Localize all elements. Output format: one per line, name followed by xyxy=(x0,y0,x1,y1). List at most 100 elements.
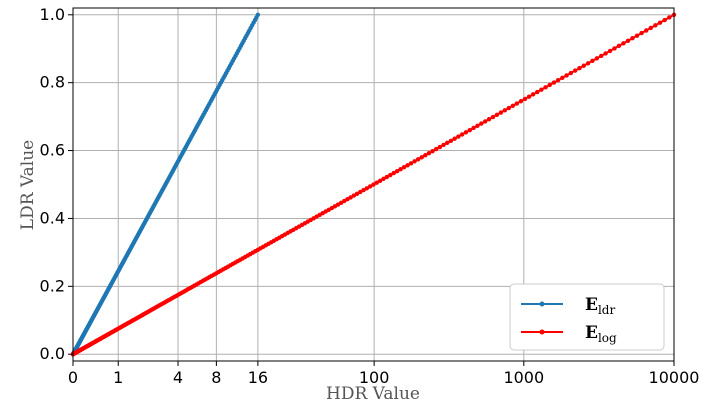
series-point-log xyxy=(577,65,582,71)
series-point-log xyxy=(667,15,672,20)
x-tick-label: 100 xyxy=(359,368,390,387)
legend-marker-log xyxy=(539,329,545,335)
legend-box xyxy=(509,283,665,351)
series-point-log xyxy=(381,176,386,182)
series-point-log xyxy=(498,110,504,115)
series-point-log xyxy=(490,114,496,120)
series-point-log xyxy=(560,75,565,81)
y-tick-label: 0.6 xyxy=(40,141,65,160)
series-point-log xyxy=(590,58,595,64)
series-point-log xyxy=(475,123,480,129)
series-point-log xyxy=(581,63,586,68)
series-point-log xyxy=(367,184,373,189)
series-point-log xyxy=(555,78,561,83)
series-point-log xyxy=(530,92,536,97)
series-point-log xyxy=(412,159,417,164)
series-point-log xyxy=(433,146,439,152)
series-point-log xyxy=(607,48,613,54)
series-point-log xyxy=(594,56,600,61)
series-point-log xyxy=(377,178,383,183)
legend-label-ldr-sub: ldr xyxy=(598,303,616,317)
series-point-log xyxy=(585,61,591,66)
series-point-log xyxy=(547,82,552,88)
series-point-log xyxy=(426,151,432,156)
series-point-log xyxy=(419,155,424,160)
series-point-log xyxy=(653,23,658,28)
series-point-log xyxy=(482,119,488,124)
series-point-log xyxy=(539,87,544,92)
series-point-log xyxy=(612,46,617,51)
x-tick-label: 0 xyxy=(68,368,78,387)
series-point-log xyxy=(388,172,393,178)
series-point-log xyxy=(361,187,366,193)
series-point-log xyxy=(394,168,400,174)
series-point-log xyxy=(437,144,443,150)
legend-label-log: Elog xyxy=(585,323,617,345)
legend: Eldr Elog xyxy=(509,283,665,351)
series-point-log xyxy=(452,136,457,141)
series-point-log xyxy=(599,53,604,59)
y-tick-label: 0.8 xyxy=(40,73,65,92)
series-point-log xyxy=(634,33,640,38)
legend-marker-ldr xyxy=(539,301,545,307)
series-point-log xyxy=(384,174,390,180)
series-point-log xyxy=(364,186,370,191)
series-point-log xyxy=(459,132,465,137)
x-tick-label: 16 xyxy=(248,368,268,387)
series-point-log xyxy=(625,38,631,43)
series-point-log xyxy=(405,163,410,168)
legend-label-log-main: E xyxy=(585,323,598,343)
x-tick-label: 1000 xyxy=(503,368,544,387)
series-point-ldr xyxy=(255,12,261,17)
y-axis-title: LDR Value xyxy=(18,140,38,230)
series-point-log xyxy=(510,103,516,109)
y-tick-label: 0.4 xyxy=(40,208,65,227)
series-point-log xyxy=(354,191,360,196)
series-point-log xyxy=(471,125,476,131)
legend-item-log: Elog xyxy=(521,323,617,345)
y-tick-label: 0.2 xyxy=(40,276,65,295)
series-point-log xyxy=(415,157,421,162)
series-point-log xyxy=(535,89,540,95)
series-layer xyxy=(70,12,677,357)
plot-frame xyxy=(72,7,675,362)
x-axis-title: HDR Value xyxy=(326,384,420,404)
legend-label-ldr: Eldr xyxy=(585,295,615,317)
series-point-log xyxy=(463,130,469,135)
series-point-log xyxy=(657,20,663,25)
x-tick-label: 1 xyxy=(113,368,123,387)
series-point-log xyxy=(391,170,396,176)
series-point-log xyxy=(398,167,403,172)
series-point-log xyxy=(639,30,644,36)
x-tick-label: 8 xyxy=(211,368,221,387)
series-point-log xyxy=(603,51,608,56)
series-point-log xyxy=(374,180,379,185)
legend-label-log-sub: log xyxy=(598,331,617,345)
x-tick-label: 10000 xyxy=(649,368,700,387)
series-point-log xyxy=(572,68,578,73)
series-point-log xyxy=(514,101,520,106)
series-point-log xyxy=(401,165,407,170)
series-point-log xyxy=(564,73,569,78)
series-point-log xyxy=(630,36,635,41)
series-point-log xyxy=(506,105,512,111)
series-point-log xyxy=(448,138,454,143)
legend-item-ldr: Eldr xyxy=(521,295,615,317)
x-tick-label: 4 xyxy=(173,368,183,387)
series-point-log xyxy=(444,140,450,146)
series-point-log xyxy=(502,108,508,113)
series-point-log xyxy=(456,134,461,139)
series-point-log xyxy=(351,193,357,198)
series-point-log xyxy=(551,80,557,85)
series-point-log xyxy=(568,70,574,76)
series-point-log xyxy=(371,182,376,187)
series-point-log xyxy=(486,117,492,122)
series-point-log xyxy=(522,96,528,102)
ticks: 0 1 4 8 16 100 1000 10000 0.0 0.2 0.4 0.6 0.8 1.0 xyxy=(40,5,700,387)
series-point-log xyxy=(526,94,532,99)
series-point-log xyxy=(345,197,350,202)
y-tick-label: 0.0 xyxy=(40,344,65,363)
series-point-log xyxy=(430,148,435,154)
series-point-log xyxy=(441,142,446,148)
